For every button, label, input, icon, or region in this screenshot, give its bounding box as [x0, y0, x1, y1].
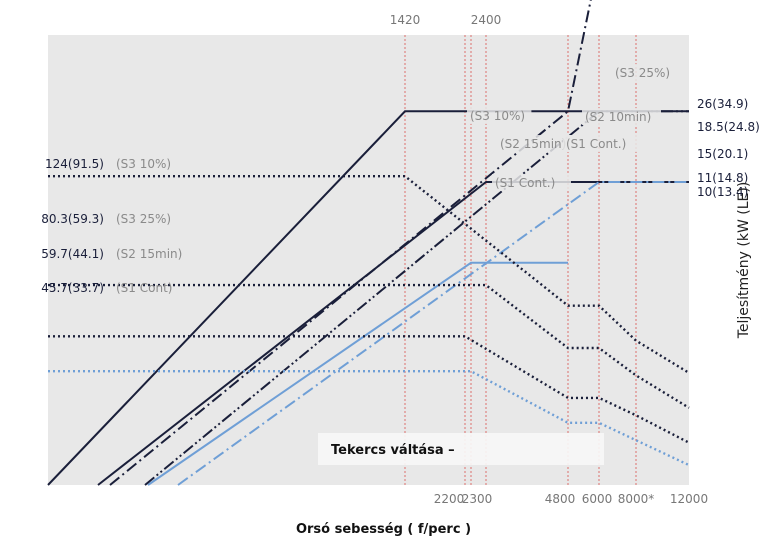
left-value-label: 124(91.5): [45, 157, 104, 171]
curve-label: (S1 Cont.): [566, 137, 626, 151]
x-axis-title: Orsó sebesség ( f/perc ): [295, 522, 472, 537]
coil-switch-annotation: Tekercs váltása –: [331, 443, 455, 458]
power-curve: [147, 261, 568, 486]
torque-curve: [48, 175, 690, 374]
x-tick-label-top: 1420: [390, 13, 421, 27]
curve-label: (S1 Cont.): [495, 176, 555, 190]
left-mode-label: (S3 25%): [116, 212, 171, 226]
left-mode-label: (S1 Cont): [116, 281, 172, 295]
x-tick-label: 2300: [462, 492, 493, 506]
x-tick-label: 4800: [545, 492, 576, 506]
right-value-label: 15(20.1): [697, 147, 748, 161]
left-value-label: 80.3(59.3): [41, 212, 104, 226]
curve-label-background: [582, 108, 661, 125]
annotation-box: [318, 433, 604, 465]
curve-label-background: [467, 107, 532, 124]
x-tick-label: 2200: [434, 492, 465, 506]
y-axis-title: Teljesítmény (kW (LE)): [736, 181, 752, 339]
left-mode-label: (S2 15min): [116, 247, 182, 261]
power-curve: [177, 181, 689, 486]
curve-label-background: [492, 174, 571, 191]
x-tick-label: 8000*: [618, 492, 655, 506]
curve-label-background: [497, 135, 576, 152]
curve-label: (S2 10min): [585, 110, 651, 124]
left-mode-label: (S3 10%): [116, 157, 171, 171]
torque-curve: [48, 283, 690, 409]
x-tick-label: 6000: [582, 492, 613, 506]
right-value-label: 18.5(24.8): [697, 120, 760, 134]
left-value-label: 59.7(44.1): [41, 247, 104, 261]
curve-label-background: [563, 135, 642, 152]
curve-label: (S3 25%): [615, 66, 670, 80]
curve-label: (S3 10%): [470, 109, 525, 123]
curve-label: (S2 15min): [500, 137, 566, 151]
curve-label-background: [612, 64, 677, 81]
x-tick-label: 12000: [670, 492, 708, 506]
right-value-label: 10(13.4): [697, 185, 748, 199]
left-value-label: 45.7(33.7): [41, 281, 104, 295]
right-value-label: 26(34.9): [697, 97, 748, 111]
x-tick-label-top: 2400: [471, 13, 502, 27]
power-curve: [144, 110, 689, 486]
right-value-label: 11(14.8): [697, 171, 748, 185]
